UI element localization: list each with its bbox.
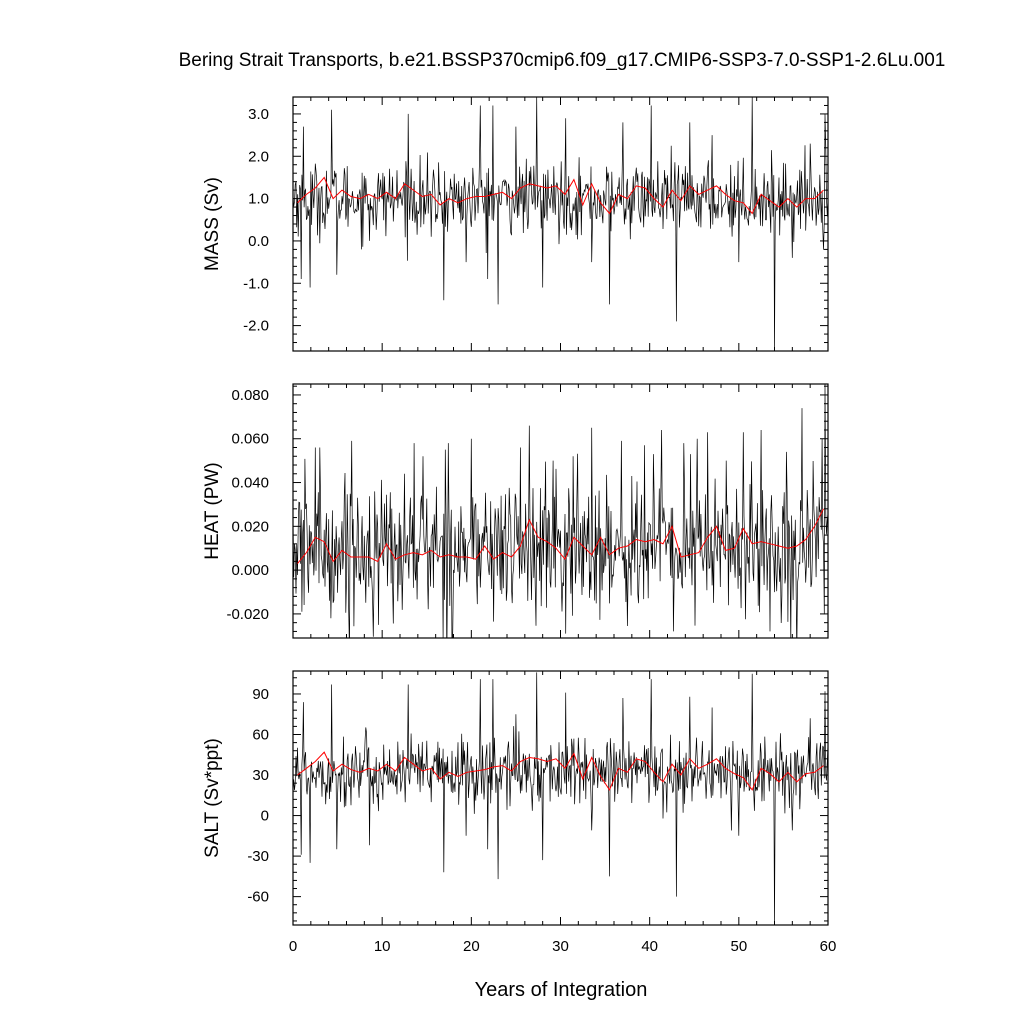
y-tick-label: 60 (252, 727, 269, 744)
panel-1: -2.0 -1.0 0.0 1.0 2.0 3.0 MASS (Sv) (202, 96, 829, 352)
y-tick-label: 1.0 (248, 191, 269, 208)
annual-mean-line (297, 508, 824, 564)
annual-mean-line (297, 176, 824, 215)
y-tick-label: -1.0 (243, 275, 269, 292)
y-axis-label: SALT (Sv*ppt) (202, 738, 223, 858)
y-tick-label: 90 (252, 686, 269, 703)
y-tick-label: 0.040 (231, 475, 269, 492)
x-ticks (292, 384, 829, 638)
x-tick-label: 10 (374, 938, 391, 955)
x-ticks (292, 97, 829, 351)
y-tick-label: 0.020 (231, 518, 269, 535)
x-axis-label: Years of Integration (475, 979, 648, 1001)
y-tick-label: -30 (247, 848, 269, 865)
y-tick-label: 0.060 (231, 431, 269, 448)
chart-title: Bering Strait Transports, b.e21.BSSP370c… (179, 50, 946, 71)
y-tick-label: -0.020 (226, 606, 269, 623)
y-axis-label: HEAT (PW) (202, 462, 223, 559)
y-tick-label: -60 (247, 889, 269, 906)
y-tick-label: 0.0 (248, 233, 269, 250)
panel-2: -0.020 0.000 0.020 0.040 0.060 0.080 HEAT (PW) (202, 383, 829, 639)
y-tick-label: 0.000 (231, 562, 269, 579)
y-ticks (293, 385, 828, 632)
y-axis-label: MASS (Sv) (202, 177, 223, 271)
y-tick-label: 2.0 (248, 148, 269, 165)
x-tick-label: 40 (641, 938, 658, 955)
monthly-series-line (293, 384, 828, 638)
panels: -2.0 -1.0 0.0 1.0 2.0 3.0 MASS (Sv) -0.020 0.000… (202, 96, 837, 955)
x-tick-label: 60 (820, 938, 837, 955)
monthly-series-line (293, 672, 828, 925)
x-tick-label: 50 (730, 938, 747, 955)
x-tick-label: 20 (463, 938, 480, 955)
y-tick-label: 0.080 (231, 387, 269, 404)
y-tick-label: 30 (252, 767, 269, 784)
monthly-series-line (293, 97, 828, 351)
y-tick-label: 3.0 (248, 106, 269, 123)
y-tick-label: 0 (261, 808, 269, 825)
x-tick-label: 0 (289, 938, 297, 955)
annual-mean-line (297, 751, 824, 791)
y-tick-label: -2.0 (243, 318, 269, 335)
panel-3: 0 10 20 30 40 50 60 -60 -30 0 30 60 90 SALT (Sv*ppt) (202, 670, 837, 955)
x-tick-label: 30 (552, 938, 569, 955)
plot-frame (292, 383, 829, 639)
